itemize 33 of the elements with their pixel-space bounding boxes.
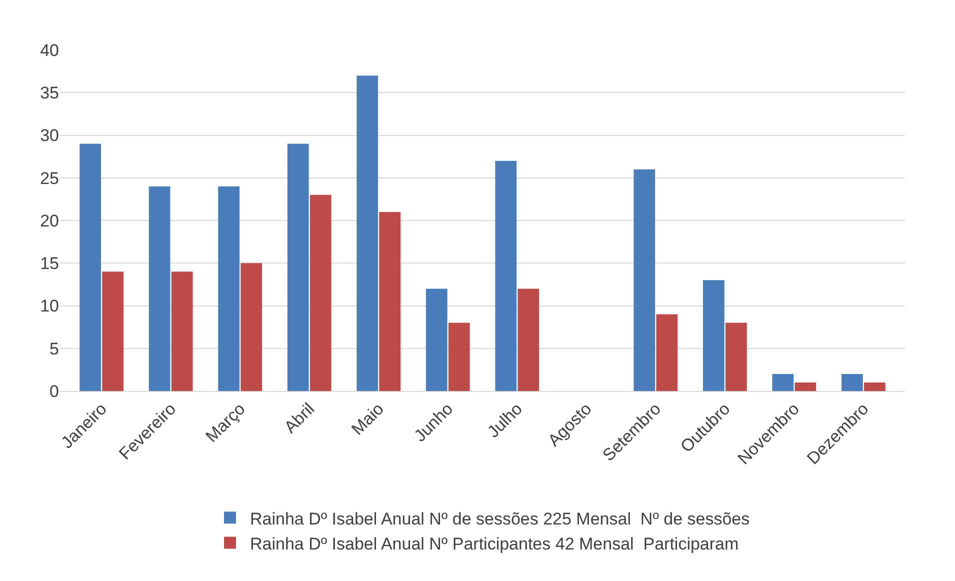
bar (864, 382, 886, 391)
bar (794, 382, 816, 391)
bar (426, 288, 448, 391)
bar (148, 186, 170, 391)
bar (702, 280, 724, 391)
y-tick-label: 5 (50, 339, 59, 358)
legend-label: Rainha Dº Isabel Anual Nº de sessões 225 Mensal Nº de sessões (250, 509, 750, 528)
bar (634, 169, 656, 391)
y-tick-label: 40 (40, 40, 59, 60)
y-tick-label: 30 (40, 126, 59, 146)
y-tick-label: 25 (40, 168, 59, 188)
bar (356, 76, 378, 391)
bar (102, 272, 124, 391)
bar (287, 144, 309, 391)
bar (171, 272, 193, 391)
bar (518, 288, 540, 391)
y-tick-label: 20 (40, 211, 59, 230)
bar (656, 314, 678, 391)
bar (725, 322, 747, 391)
bar (772, 374, 794, 391)
y-tick-label: 0 (50, 382, 59, 401)
bar (842, 374, 863, 391)
bar (448, 322, 470, 391)
bar (240, 263, 262, 391)
y-tick-label: 15 (40, 254, 59, 274)
bar (80, 144, 101, 391)
bar (218, 186, 240, 391)
bar (495, 160, 517, 391)
y-tick-label: 35 (40, 84, 59, 103)
bar (379, 212, 401, 391)
legend-label: Rainha Dº Isabel Anual Nº Participantes 42 Mensal Participaram (250, 534, 739, 554)
bar (310, 194, 332, 391)
y-tick-label: 10 (40, 296, 59, 316)
